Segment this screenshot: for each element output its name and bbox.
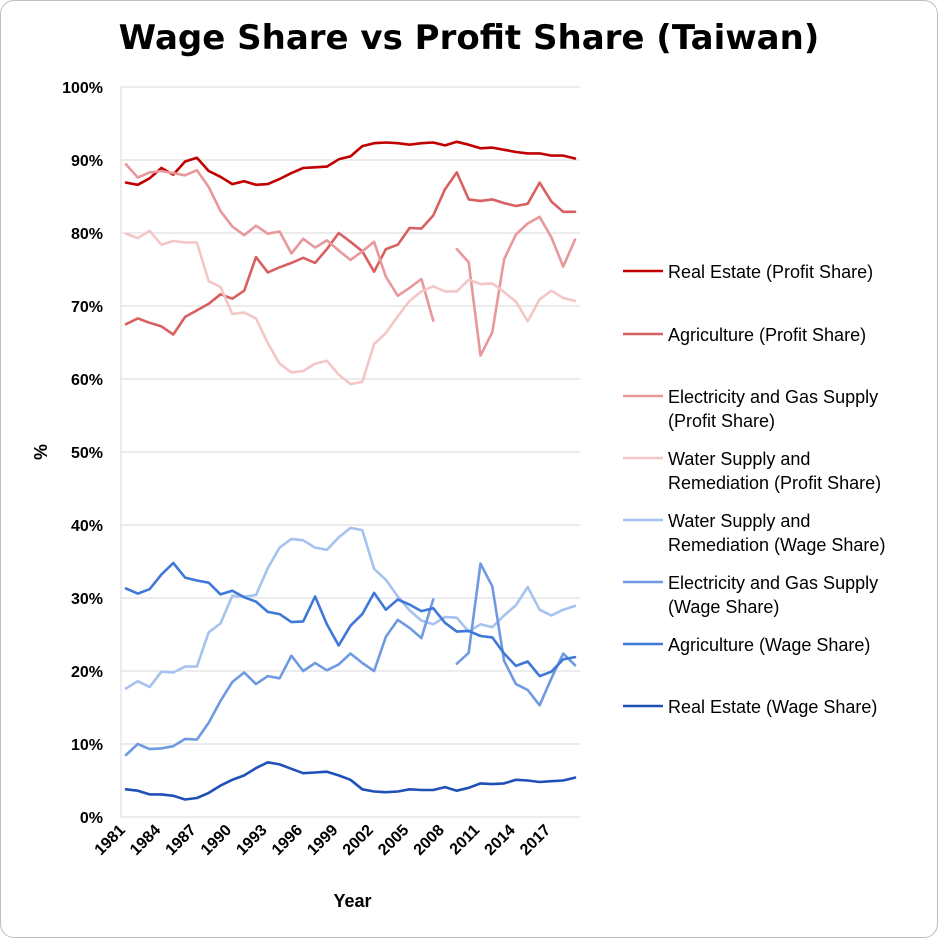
x-tick-label: 1981 [92,822,129,859]
series-path [124,562,577,757]
x-tick-label: 2011 [447,822,484,859]
series-line [124,163,577,357]
x-tick-label: 2014 [482,822,519,859]
x-tick-label: 1993 [233,822,270,859]
y-tick-label: 50% [71,445,103,462]
x-tick-label: 2002 [340,822,377,859]
legend-label: Agriculture (Profit Share) [668,325,866,345]
legend-label: (Profit Share) [668,411,775,431]
legend-label: Real Estate (Profit Share) [668,262,873,282]
x-tick-label: 2008 [411,822,448,859]
series-line [124,562,577,757]
series-line [124,171,577,336]
series-path [124,761,577,801]
legend-item: Agriculture (Profit Share) [623,325,866,345]
x-axis-title: Year [333,891,371,911]
y-tick-label: 60% [71,372,103,389]
series-line [124,761,577,801]
legend-label: Electricity and Gas Supply [668,573,878,593]
legend-label: Agriculture (Wage Share) [668,635,870,655]
legend-label: Electricity and Gas Supply [668,387,878,407]
series-line [124,229,577,386]
chart-title: Wage Share vs Profit Share (Taiwan) [118,18,820,58]
legend-item: Agriculture (Wage Share) [623,635,870,655]
y-tick-label: 20% [71,664,103,681]
x-tick-label: 1996 [269,822,306,859]
legend-item: Water Supply and Remediation (Profit Shar… [623,449,881,493]
legend-label: Remediation (Profit Share) [668,473,881,493]
legend-label: Water Supply and [668,511,810,531]
legend-label: Remediation (Wage Share) [668,535,885,555]
y-axis-title: % [31,444,51,460]
y-tick-label: 70% [71,299,103,316]
x-tick-label: 1999 [304,822,341,859]
series-line [124,561,577,678]
legend-item: Water Supply and Remediation (Wage Share) [623,511,885,555]
y-tick-label: 10% [71,737,103,754]
x-tick-label: 1990 [198,822,235,859]
series-path [124,163,577,357]
x-tick-label: 1987 [163,822,200,859]
legend-item: Electricity and Gas Supply (Profit Share) [623,387,878,431]
series-line [124,140,577,187]
x-tick-label: 2017 [517,822,554,859]
x-tick-label: 2005 [375,822,412,859]
series-path [124,229,577,386]
series-path [124,140,577,187]
gridlines [121,86,580,818]
y-tick-label: 90% [71,153,103,170]
series-path [124,171,577,336]
legend-label: Real Estate (Wage Share) [668,697,877,717]
legend-label: (Wage Share) [668,597,779,617]
legend-item: Electricity and Gas Supply (Wage Share) [623,573,878,617]
legend: Real Estate (Profit Share) Agriculture (P… [623,262,885,717]
x-tick-label: 1984 [127,822,164,859]
y-tick-label: 30% [71,591,103,608]
legend-label: Water Supply and [668,449,810,469]
y-tick-label: 80% [71,226,103,243]
y-tick-label: 0% [80,810,103,827]
series-path [124,526,577,690]
legend-item: Real Estate (Profit Share) [623,262,873,282]
legend-item: Real Estate (Wage Share) [623,697,877,717]
y-tick-label: 100% [62,80,103,97]
series-path [124,561,577,678]
series-line [124,526,577,690]
y-tick-label: 40% [71,518,103,535]
series-lines [124,140,577,801]
axes: 0%10%20%30%40%50%60%70%80%90%100%1981198… [62,80,554,859]
